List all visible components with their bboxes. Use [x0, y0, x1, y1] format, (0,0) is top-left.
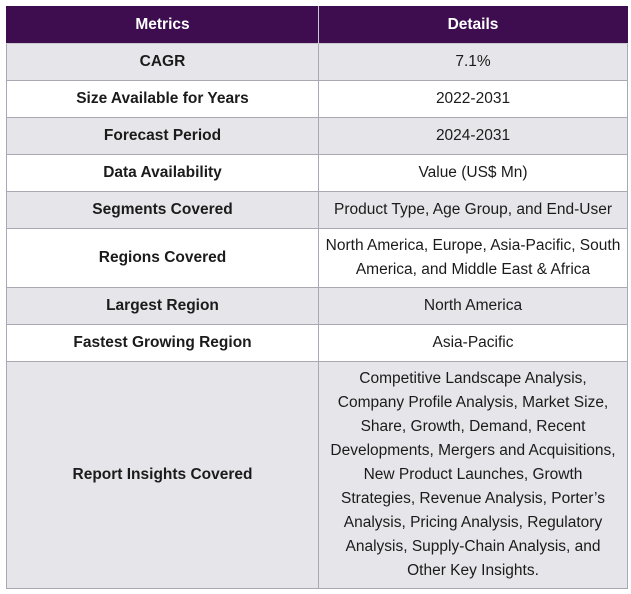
metric-cell: Regions Covered: [6, 228, 319, 288]
table-row: Forecast Period 2024-2031: [6, 117, 628, 155]
report-scope-table-container: Metrics Details CAGR 7.1% Size Available…: [6, 6, 628, 589]
header-metrics: Metrics: [6, 6, 319, 44]
table-row: Largest Region North America: [6, 287, 628, 325]
details-cell: Asia-Pacific: [318, 324, 628, 362]
table-row: Size Available for Years 2022-2031: [6, 80, 628, 118]
metric-cell: Report Insights Covered: [6, 361, 319, 589]
table-row: Report Insights Covered Competitive Land…: [6, 361, 628, 589]
details-cell: Value (US$ Mn): [318, 154, 628, 192]
metric-cell: Largest Region: [6, 287, 319, 325]
table-row: Segments Covered Product Type, Age Group…: [6, 191, 628, 229]
table-row: Fastest Growing Region Asia-Pacific: [6, 324, 628, 362]
table-row: CAGR 7.1%: [6, 43, 628, 81]
details-cell: Competitive Landscape Analysis, Company …: [318, 361, 628, 589]
metric-cell: CAGR: [6, 43, 319, 81]
metric-cell: Segments Covered: [6, 191, 319, 229]
metric-cell: Data Availability: [6, 154, 319, 192]
table-row: Regions Covered North America, Europe, A…: [6, 228, 628, 288]
details-cell: North America, Europe, Asia-Pacific, Sou…: [318, 228, 628, 288]
details-cell: 7.1%: [318, 43, 628, 81]
details-cell: 2022-2031: [318, 80, 628, 118]
metric-cell: Size Available for Years: [6, 80, 319, 118]
details-cell: Product Type, Age Group, and End-User: [318, 191, 628, 229]
details-cell: North America: [318, 287, 628, 325]
table-row: Data Availability Value (US$ Mn): [6, 154, 628, 192]
metric-cell: Forecast Period: [6, 117, 319, 155]
table-header-row: Metrics Details: [6, 6, 628, 44]
metric-cell: Fastest Growing Region: [6, 324, 319, 362]
details-cell: 2024-2031: [318, 117, 628, 155]
header-details: Details: [318, 6, 628, 44]
report-scope-table: Metrics Details CAGR 7.1% Size Available…: [6, 6, 628, 589]
